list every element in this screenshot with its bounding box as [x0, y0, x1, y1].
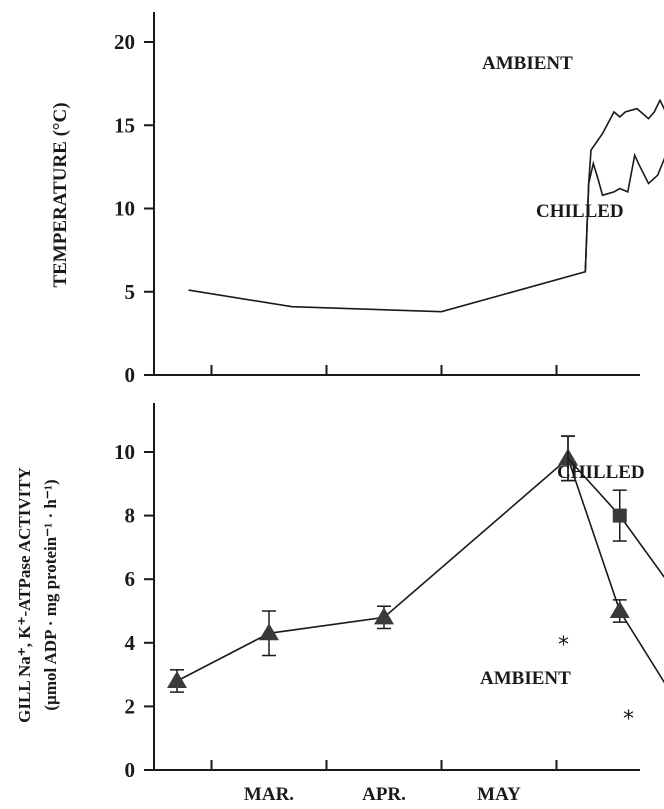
temperature-ambient-label: AMBIENT	[482, 53, 573, 74]
temperature-chilled-label: CHILLED	[536, 201, 624, 222]
temperature-y-tick-label: 10	[114, 197, 135, 221]
month-label: MAR.	[244, 784, 294, 805]
temperature-y-tick-label: 20	[114, 30, 135, 54]
temperature-y-tick-label: 15	[114, 113, 135, 137]
atpase-y-tick-label: 4	[125, 631, 136, 655]
atpase-ambient-point	[167, 671, 187, 688]
atpase-y-tick-label: 10	[114, 440, 135, 464]
temperature-ambient-line	[189, 44, 664, 312]
atpase-ambient-point	[374, 607, 394, 624]
temperature-panel: 0 5 10 15 20 AMBIENT CHILLED TEMPERATURE (°C…	[50, 12, 664, 387]
atpase-y-tick-label: 8	[125, 504, 136, 528]
atpase-ambient-point	[610, 601, 630, 618]
atpase-ambient-line	[177, 458, 664, 703]
month-label: MAY	[477, 784, 521, 805]
atpase-chilled-label: CHILLED	[557, 462, 645, 483]
atpase-y-tick-label: 2	[125, 694, 136, 718]
month-labels: MAR. APR. MAY	[244, 784, 521, 805]
temperature-x-ticks	[212, 365, 664, 375]
atpase-ambient-label: AMBIENT	[480, 668, 571, 689]
atpase-x-ticks	[212, 760, 664, 770]
atpase-y-axis-title-line1: GILL Na⁺, K⁺-ATPase ACTIVITY	[15, 467, 34, 723]
atpase-y-ticks: 0 2 4 6 8 10	[114, 440, 154, 782]
atpase-y-tick-label: 0	[125, 758, 136, 782]
temperature-y-axis-title: TEMPERATURE (°C)	[50, 102, 71, 287]
atpase-y-tick-label: 6	[125, 567, 136, 591]
temperature-y-tick-label: 0	[125, 363, 136, 387]
temperature-y-tick-label: 5	[125, 280, 136, 304]
month-label: APR.	[362, 784, 406, 805]
atpase-chilled-point	[613, 509, 627, 523]
temperature-y-ticks: 0 5 10 15 20	[114, 30, 154, 387]
significance-star: *	[558, 633, 569, 658]
significance-star: *	[623, 707, 634, 732]
atpase-y-axis-title-line2: (µmol ADP · mg protein⁻¹ · h⁻¹)	[41, 479, 60, 710]
